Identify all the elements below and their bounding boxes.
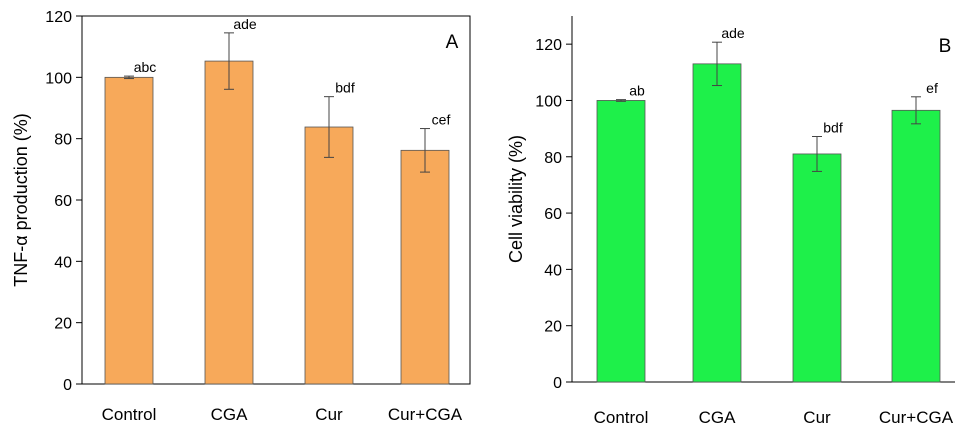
- y-axis-label: Cell viability (%): [506, 135, 526, 263]
- significance-label: ef: [926, 80, 938, 96]
- significance-label: cef: [432, 112, 451, 128]
- bar-cur: [792, 153, 842, 383]
- y-tick-label: 60: [544, 206, 562, 223]
- bar-cga: [204, 60, 254, 385]
- bar-control: [596, 100, 646, 383]
- y-tick-label: 120: [45, 9, 72, 26]
- y-tick-label: 60: [54, 193, 72, 210]
- x-tick-label: CGA: [699, 408, 737, 427]
- y-axis-label: TNF-α production (%): [11, 113, 31, 286]
- x-tick-label: Cur: [315, 405, 343, 424]
- panel-a: 0 20 40 60 80 100 120 TNF-α production (%) abc Co…: [11, 9, 471, 424]
- x-tick-label: Control: [102, 405, 157, 424]
- bar-cur: [304, 126, 354, 385]
- y-tick-label: 40: [54, 254, 72, 271]
- panel-b: 0 20 40 60 80 100 120 Cell viability (%) ab Contr…: [506, 16, 955, 427]
- y-tick-label: 80: [544, 150, 562, 167]
- y-tick-label: 40: [544, 262, 562, 279]
- bar-control: [104, 76, 154, 385]
- significance-label: abc: [134, 59, 157, 75]
- x-tick-label: Cur+CGA: [879, 408, 954, 427]
- y-tick-label: 0: [553, 375, 562, 392]
- y-tick-label: 80: [54, 132, 72, 149]
- y-tick-label: 120: [535, 37, 562, 54]
- y-tick-label: 0: [63, 377, 72, 394]
- x-tick-label: CGA: [211, 405, 249, 424]
- x-tick-label: Cur+CGA: [388, 405, 463, 424]
- significance-label: ab: [629, 83, 645, 99]
- x-tick-label: Cur: [803, 408, 831, 427]
- significance-label: ade: [233, 16, 257, 32]
- bar-cur-cga: [891, 109, 941, 383]
- y-tick-label: 100: [45, 70, 72, 87]
- bar-cga: [692, 63, 742, 383]
- panel-label: B: [939, 36, 952, 57]
- significance-label: bdf: [823, 119, 843, 135]
- bar-cur-cga: [400, 149, 450, 385]
- significance-label: bdf: [335, 80, 355, 96]
- x-tick-label: Control: [594, 408, 649, 427]
- y-tick-label: 20: [544, 319, 562, 336]
- panel-label: A: [446, 32, 459, 53]
- y-tick-label: 100: [535, 93, 562, 110]
- y-tick-label: 20: [54, 316, 72, 333]
- significance-label: ade: [721, 25, 745, 41]
